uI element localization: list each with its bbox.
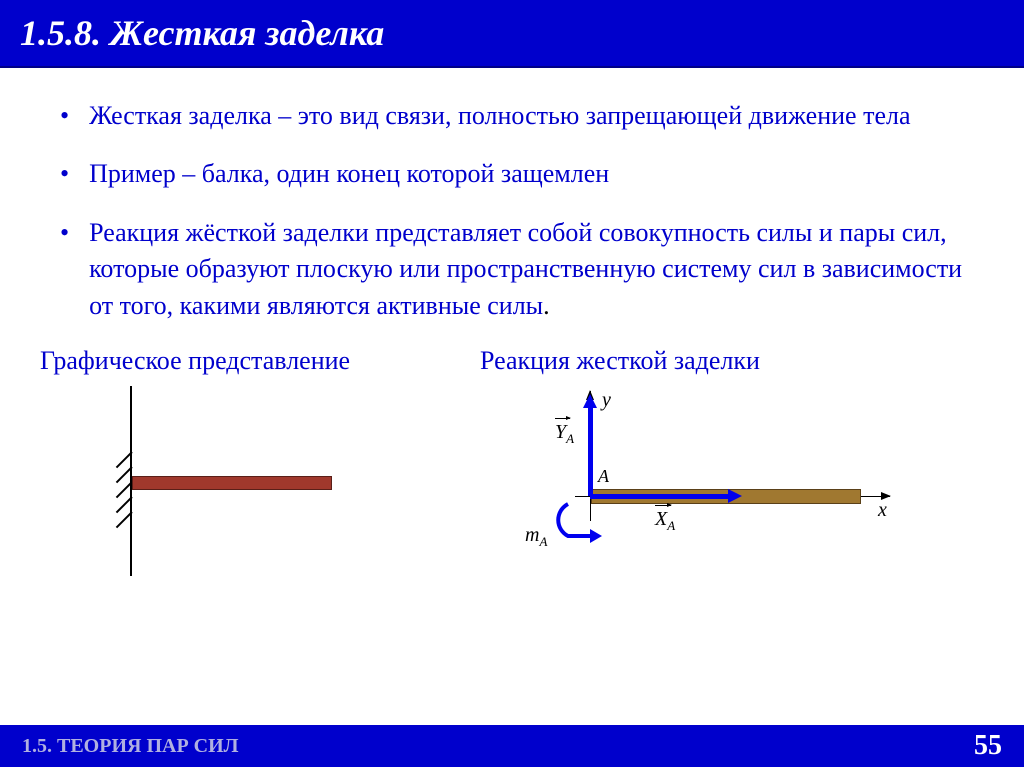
vector-arrow-over [655, 505, 671, 506]
footer-section: 1.5. ТЕОРИЯ ПАР СИЛ [22, 735, 239, 758]
fixed-support-diagram [70, 386, 370, 576]
col-left: Графическое представление [40, 346, 480, 596]
bullet-text-1: Жесткая заделка – это вид связи, полност… [89, 98, 984, 134]
right-col-title: Реакция жесткой заделки [480, 346, 984, 376]
content-area: • Жесткая заделка – это вид связи, полно… [0, 68, 1024, 324]
footer-page: 55 [974, 730, 1002, 762]
xa-label: XA [655, 508, 675, 534]
ya-letter: Y [555, 421, 566, 443]
ma-label: mA [525, 524, 547, 550]
bullet-marker: • [60, 156, 69, 192]
diagram-columns: Графическое представление Реакция жестко… [0, 346, 1024, 596]
ma-letter: m [525, 524, 539, 546]
beam [132, 476, 332, 490]
left-col-title: Графическое представление [40, 346, 480, 376]
bullet-text-3-content: Реакция жёсткой заделки представляет соб… [89, 218, 962, 320]
xa-vector [590, 494, 730, 499]
right-diagram-area: y x A YA XA mA [480, 386, 984, 596]
moment-arc-icon [550, 496, 610, 546]
bullet-marker: • [60, 98, 69, 134]
vector-arrow-over [555, 418, 570, 419]
xa-sub: A [667, 518, 675, 533]
bullet-text-3: Реакция жёсткой заделки представляет соб… [89, 215, 984, 324]
ya-sub: A [566, 431, 574, 446]
y-axis-label: y [602, 389, 611, 412]
bullet-marker: • [60, 215, 69, 251]
x-axis-label: x [878, 499, 887, 522]
bullet-3: • Реакция жёсткой заделки представляет с… [40, 215, 984, 324]
bullet-text-2: Пример – балка, один конец которой защем… [89, 156, 984, 192]
slide-header: 1.5.8. Жесткая заделка [0, 0, 1024, 68]
bullet-1: • Жесткая заделка – это вид связи, полно… [40, 98, 984, 134]
bullet-2: • Пример – балка, один конец которой защ… [40, 156, 984, 192]
slide-title: 1.5.8. Жесткая заделка [20, 13, 384, 53]
col-right: Реакция жесткой заделки y x A YA [480, 346, 984, 596]
ya-label: YA [555, 421, 574, 447]
xa-letter: X [655, 508, 667, 530]
slide-footer: 1.5. ТЕОРИЯ ПАР СИЛ 55 [0, 725, 1024, 767]
period: . [543, 291, 550, 320]
point-a-label: A [598, 466, 609, 487]
ma-sub: A [539, 534, 547, 549]
reaction-diagram: y x A YA XA mA [480, 386, 900, 576]
ya-vector [588, 406, 593, 496]
left-diagram-area [40, 386, 480, 596]
